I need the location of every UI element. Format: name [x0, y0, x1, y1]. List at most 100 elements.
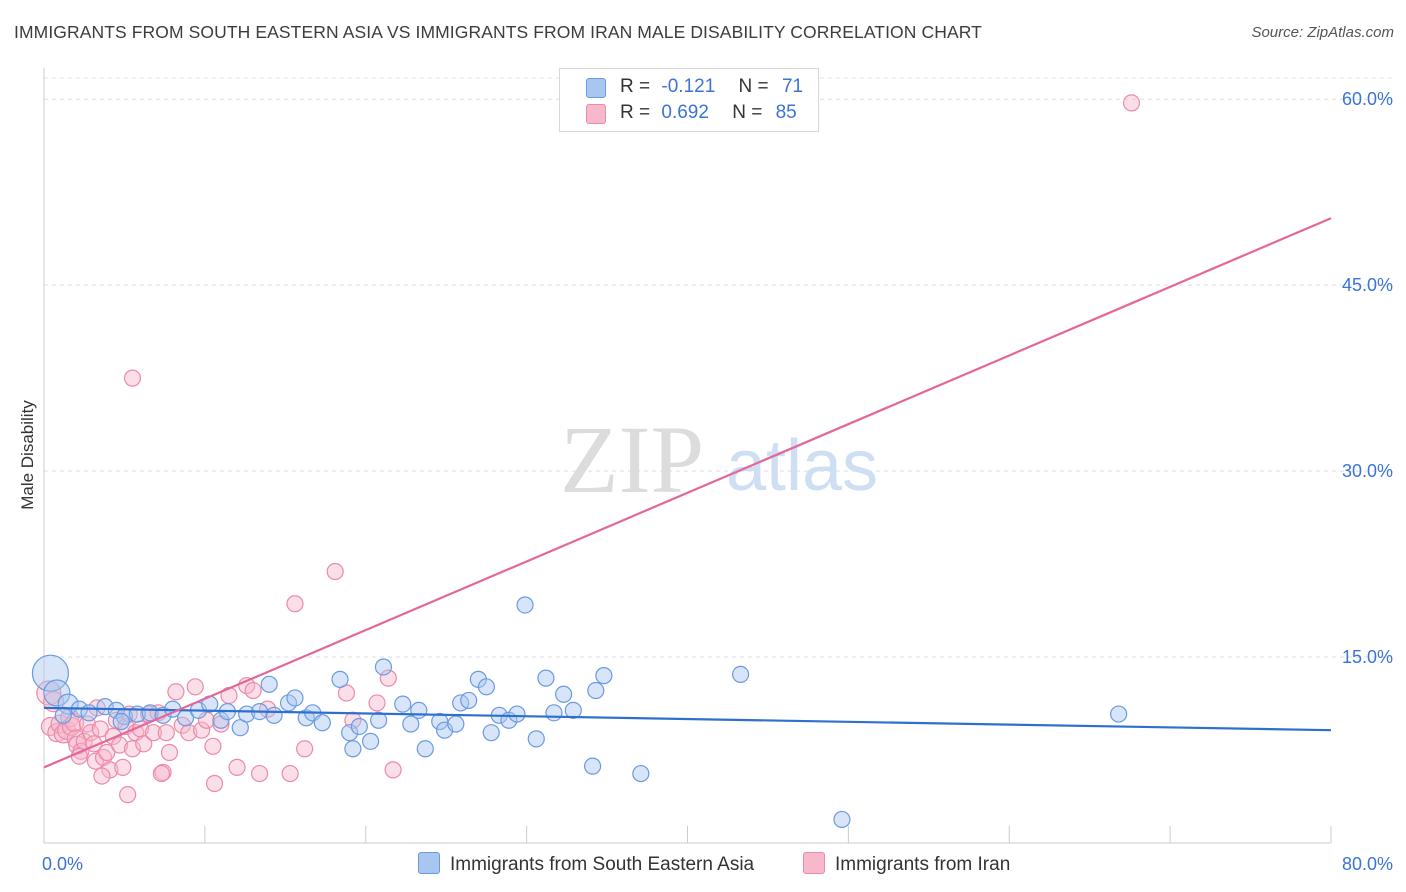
sea-point: [527, 730, 545, 748]
sea-point: [260, 675, 278, 693]
legend-n-value-sea: 71: [781, 76, 804, 97]
iran-point: [98, 743, 116, 762]
y-tick-label: 45.0%: [1342, 275, 1393, 295]
iran-point: [119, 786, 137, 804]
sea-point: [80, 704, 98, 722]
iran-point: [82, 724, 100, 742]
sea-point: [587, 681, 605, 700]
iran-point: [281, 764, 299, 783]
legend-r-label-sea: R =: [620, 76, 651, 97]
correlation-legend: R = -0.121 N = 71 R = 0.692 N = 85: [559, 68, 819, 132]
sea-point: [477, 678, 496, 696]
trend-lines: [43, 217, 1332, 769]
sea-point: [460, 691, 478, 710]
chart-title: IMMIGRANTS FROM SOUTH EASTERN ASIA VS IM…: [14, 22, 982, 42]
grid-lines: [44, 77, 1393, 658]
iran-point: [326, 562, 344, 581]
sea-point: [212, 711, 230, 729]
iran-point: [384, 761, 402, 779]
y-axis-label: Male Disability: [18, 400, 37, 510]
sea-point: [265, 706, 283, 724]
iran-point: [368, 694, 386, 712]
bottom-legend-label-sea: Immigrants from South Eastern Asia: [450, 854, 755, 875]
iran-point: [144, 724, 162, 742]
sea-point: [112, 712, 130, 731]
sea-point: [1110, 705, 1128, 723]
sea-point: [344, 740, 362, 758]
sea-point: [331, 670, 349, 688]
bottom-legend-iran: Immigrants from Iran: [803, 852, 1010, 876]
iran-point: [157, 724, 175, 742]
sea-point: [238, 705, 256, 723]
source-label: Source: ZipAtlas.com: [1251, 24, 1394, 41]
sea-point: [447, 715, 465, 733]
iran-point: [286, 595, 304, 613]
iran-point: [228, 758, 246, 776]
iran-point: [123, 369, 142, 387]
tick-labels: 15.0% 30.0% 45.0% 60.0% 0.0% 80.0%: [42, 89, 1393, 874]
sea-point: [833, 810, 851, 829]
sea-point: [374, 658, 393, 676]
axes: [43, 68, 1332, 844]
iran-point: [204, 737, 222, 755]
iran-point: [114, 758, 132, 776]
sea-point: [564, 701, 582, 719]
sea-point: [370, 711, 388, 729]
bottom-legend-swatch-sea: [418, 852, 440, 874]
sea-point: [731, 665, 750, 684]
sea-point: [583, 757, 602, 775]
legend-r-value-iran: 0.692: [661, 102, 709, 123]
sea-point: [313, 714, 331, 732]
legend-swatch-sea: [586, 78, 606, 98]
sea-point: [555, 685, 573, 703]
sea-point: [416, 740, 434, 758]
sea-point: [341, 724, 359, 742]
bottom-legend-swatch-iran: [803, 852, 825, 874]
iran-point: [111, 736, 129, 754]
legend-n-label-iran: N =: [732, 102, 763, 123]
sea-point: [31, 654, 70, 692]
x-tick-label: 80.0%: [1342, 854, 1393, 874]
sea-point: [545, 704, 563, 722]
watermark-zip: ZIP: [560, 406, 704, 513]
legend-r-label-iran: R =: [620, 102, 651, 123]
sea-point: [54, 706, 72, 724]
sea-point: [537, 669, 555, 687]
sea-point: [595, 667, 613, 685]
iran-point: [1122, 94, 1141, 112]
legend-n-label-sea: N =: [738, 76, 769, 97]
iran-point: [296, 740, 314, 758]
iran-point: [167, 683, 185, 701]
y-tick-label: 15.0%: [1342, 647, 1393, 667]
iran-point: [244, 681, 262, 700]
sea-point: [361, 732, 380, 750]
sea-point: [394, 695, 412, 713]
sea-point: [350, 717, 368, 736]
y-tick-label: 60.0%: [1342, 89, 1393, 109]
iran-point: [152, 764, 171, 783]
y-tick-label: 30.0%: [1342, 461, 1393, 481]
bottom-legend-sea: Immigrants from South Eastern Asia: [418, 852, 754, 876]
sea-point: [410, 701, 428, 719]
iran-point: [123, 740, 142, 758]
iran-point: [250, 764, 269, 783]
iran-point: [86, 752, 105, 770]
iran-trend-line: [43, 217, 1332, 769]
sea-point: [516, 596, 534, 614]
sea-point: [508, 705, 526, 723]
legend-n-value-iran: 85: [775, 102, 797, 123]
sea-point: [482, 724, 500, 742]
iran-point: [160, 743, 179, 762]
iran-point: [379, 669, 397, 687]
bottom-legend-label-iran: Immigrants from Iran: [835, 854, 1011, 875]
x-tick-label: 0.0%: [42, 854, 83, 874]
iran-point: [93, 767, 111, 785]
sea-point: [402, 715, 420, 733]
iran-point: [205, 774, 224, 793]
iran-points: [36, 94, 1141, 804]
sea-point: [632, 764, 650, 783]
sea-trend-line: [43, 706, 1332, 732]
iran-point: [193, 721, 211, 739]
iran-point: [135, 735, 153, 753]
